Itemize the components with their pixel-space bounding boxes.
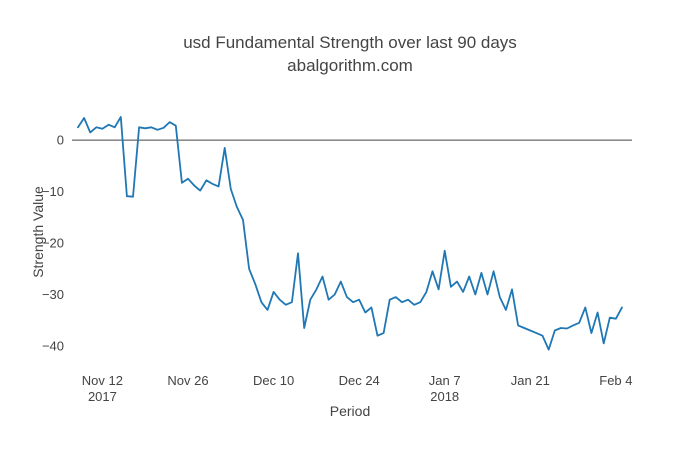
x-tick-label: Dec 10 [253,373,294,388]
x-tick-label: Nov 12 [82,373,123,388]
chart-title: usd Fundamental Strength over last 90 da… [183,33,517,52]
x-tick-label: Feb 4 [599,373,632,388]
x-axis-label: Period [329,403,371,419]
x-tick-sublabel: 2017 [88,389,117,404]
x-tick-sublabel: 2018 [430,389,459,404]
y-tick-label: −20 [42,236,64,251]
x-tick-label: Jan 21 [511,373,550,388]
x-tick-label: Jan 7 [429,373,461,388]
y-tick-label: 0 [57,133,64,148]
strength-line-series[interactable] [77,116,623,351]
y-tick-label: −10 [42,184,64,199]
y-tick-label: −40 [42,339,64,354]
chart-subtitle: abalgorithm.com [287,56,413,75]
y-tick-label: −30 [42,287,64,302]
x-tick-label: Dec 24 [339,373,380,388]
x-tick-label: Nov 26 [167,373,208,388]
